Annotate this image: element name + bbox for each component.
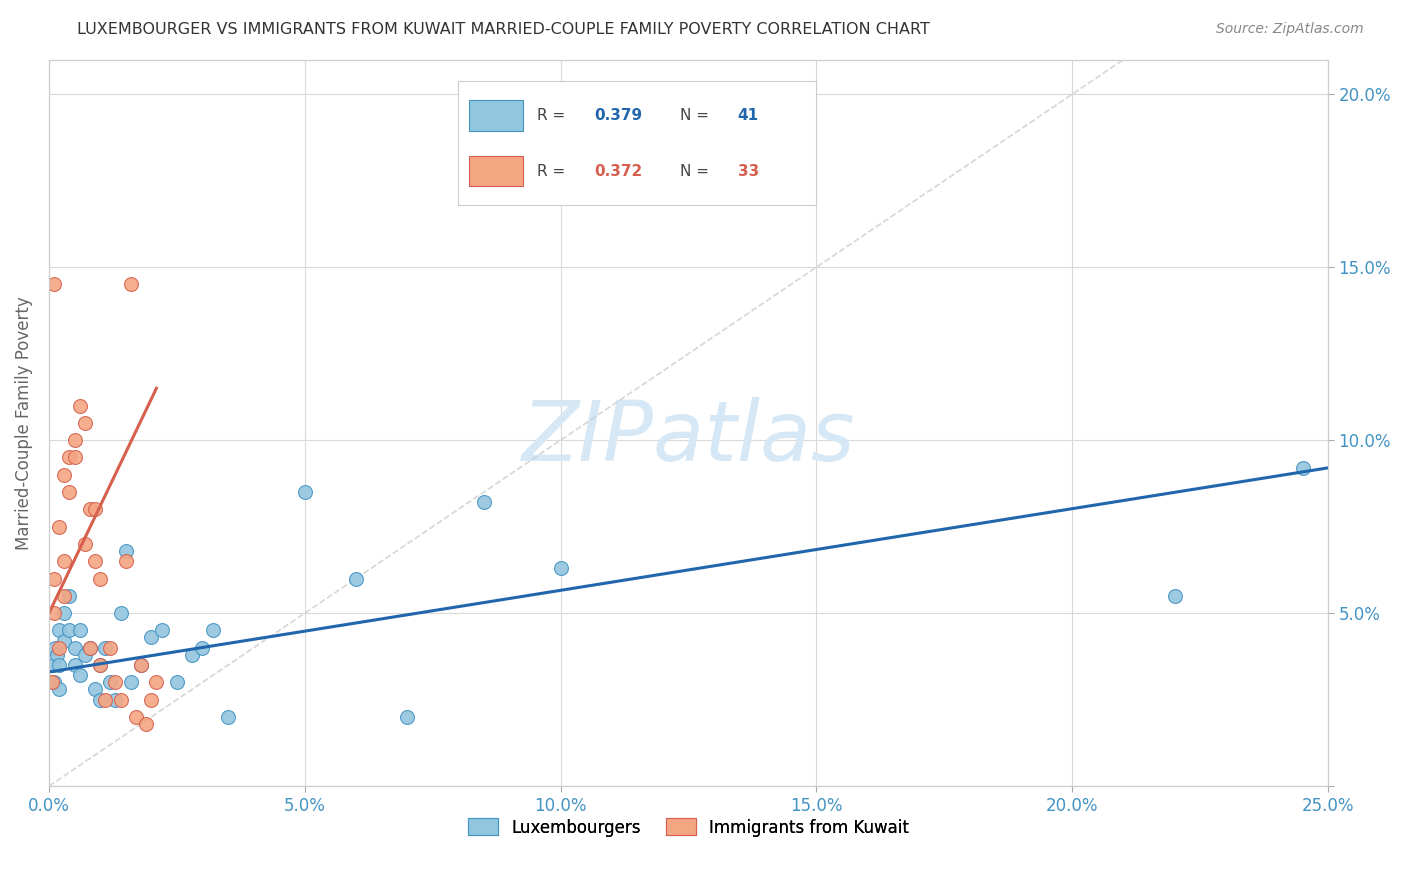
Text: Source: ZipAtlas.com: Source: ZipAtlas.com: [1216, 22, 1364, 37]
Text: LUXEMBOURGER VS IMMIGRANTS FROM KUWAIT MARRIED-COUPLE FAMILY POVERTY CORRELATION: LUXEMBOURGER VS IMMIGRANTS FROM KUWAIT M…: [77, 22, 931, 37]
Point: [396, 710, 419, 724]
Point: [120, 277, 142, 292]
Point: [104, 675, 127, 690]
Point: [129, 658, 152, 673]
Point: [73, 537, 96, 551]
Point: [53, 606, 76, 620]
Point: [79, 640, 101, 655]
Point: [201, 624, 224, 638]
Point: [44, 640, 66, 655]
Point: [63, 640, 86, 655]
Point: [48, 640, 70, 655]
Point: [98, 675, 121, 690]
Point: [73, 648, 96, 662]
Text: ZIPatlas: ZIPatlas: [522, 397, 855, 478]
Point: [48, 682, 70, 697]
Point: [48, 658, 70, 673]
Point: [550, 561, 572, 575]
Point: [89, 658, 111, 673]
Point: [53, 554, 76, 568]
Point: [89, 572, 111, 586]
Point: [58, 624, 80, 638]
Point: [42, 675, 65, 690]
Legend: Luxembourgers, Immigrants from Kuwait: Luxembourgers, Immigrants from Kuwait: [461, 812, 915, 843]
Point: [89, 692, 111, 706]
Point: [42, 572, 65, 586]
Point: [141, 631, 163, 645]
Point: [69, 668, 91, 682]
Point: [294, 485, 316, 500]
Point: [344, 572, 367, 586]
Point: [217, 710, 239, 724]
Point: [94, 640, 117, 655]
Point: [114, 554, 136, 568]
Point: [145, 675, 167, 690]
Point: [150, 624, 173, 638]
Point: [98, 640, 121, 655]
Point: [125, 710, 148, 724]
Point: [45, 648, 67, 662]
Point: [94, 692, 117, 706]
Point: [472, 495, 495, 509]
Point: [129, 658, 152, 673]
Point: [1291, 460, 1313, 475]
Point: [181, 648, 204, 662]
Point: [63, 450, 86, 465]
Point: [191, 640, 214, 655]
Point: [89, 658, 111, 673]
Point: [42, 606, 65, 620]
Point: [63, 658, 86, 673]
Point: [135, 717, 157, 731]
Point: [58, 589, 80, 603]
Point: [53, 589, 76, 603]
Point: [69, 624, 91, 638]
Point: [120, 675, 142, 690]
Point: [1163, 589, 1185, 603]
Point: [73, 416, 96, 430]
Point: [79, 502, 101, 516]
Point: [41, 675, 63, 690]
Point: [84, 502, 107, 516]
Point: [104, 692, 127, 706]
Point: [53, 467, 76, 482]
Point: [69, 399, 91, 413]
Point: [141, 692, 163, 706]
Point: [42, 658, 65, 673]
Point: [58, 485, 80, 500]
Y-axis label: Married-Couple Family Poverty: Married-Couple Family Poverty: [15, 296, 32, 549]
Point: [42, 277, 65, 292]
Point: [48, 624, 70, 638]
Point: [79, 640, 101, 655]
Point: [84, 554, 107, 568]
Point: [166, 675, 188, 690]
Point: [58, 450, 80, 465]
Point: [53, 633, 76, 648]
Point: [114, 544, 136, 558]
Point: [110, 606, 132, 620]
Point: [110, 692, 132, 706]
Point: [48, 519, 70, 533]
Point: [63, 433, 86, 447]
Point: [84, 682, 107, 697]
